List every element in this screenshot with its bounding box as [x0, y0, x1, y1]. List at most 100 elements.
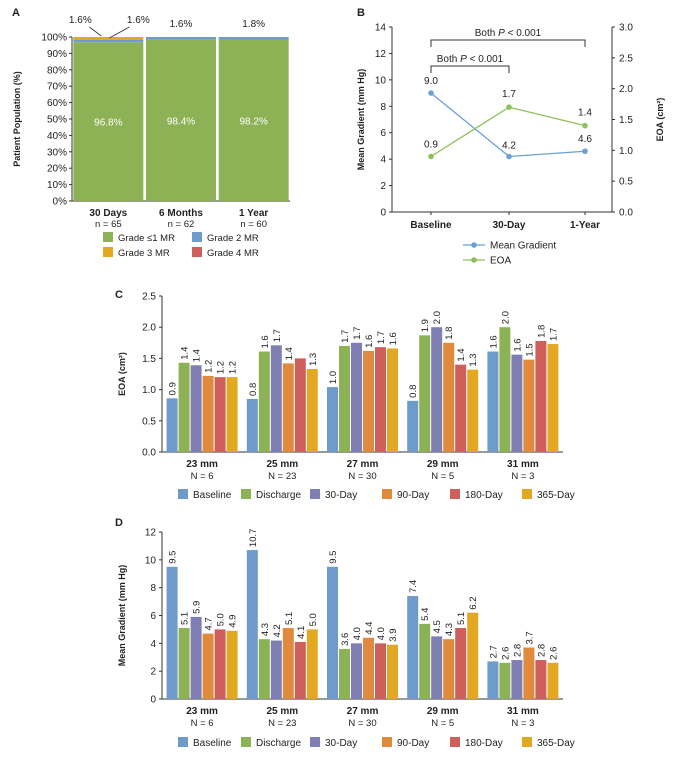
a-bar-grade-1-mr [218, 39, 289, 202]
b-category-label: 30-Day [493, 220, 526, 231]
a-y-tick-label: 0% [53, 197, 68, 208]
d-bar-180-day [214, 629, 226, 699]
d-y-tick-label: 8 [150, 583, 156, 594]
b-bracket-label: Both P < 0.001 [475, 28, 542, 39]
c-category-n-label: N = 30 [348, 471, 376, 482]
c-value-label: 1.4 [180, 347, 191, 360]
d-value-label: 5.9 [192, 601, 203, 614]
c-y-tick-label: 2.5 [142, 292, 156, 303]
c-value-label: 1.3 [308, 353, 319, 366]
d-category-n-label: N = 3 [511, 718, 534, 729]
b-right-tick-label: 1.5 [619, 115, 633, 126]
b-significance-bracket [430, 39, 586, 47]
c-legend-label: 180-Day [465, 490, 503, 501]
d-bar-30-day [351, 643, 362, 699]
d-legend-swatch [241, 737, 251, 747]
b-right-tick-label: 1.0 [619, 146, 633, 157]
d-y-tick-label: 6 [150, 611, 156, 622]
d-value-label: 7.4 [408, 580, 419, 593]
c-bar-30-day [511, 354, 523, 452]
d-value-label: 4.0 [376, 627, 387, 640]
d-bar-365-day [387, 644, 398, 699]
c-bar-30-day [431, 327, 443, 452]
b-point-eoa [428, 153, 434, 160]
a-category-label: 6 Months [159, 208, 203, 219]
b-left-tick-label: 10 [375, 75, 387, 86]
d-y-axis-label: Mean Gradient (mm Hg) [117, 565, 127, 667]
c-bar-discharge [419, 335, 431, 452]
b-right-tick-label: 3.0 [619, 23, 633, 34]
b-left-tick-label: 14 [375, 23, 387, 34]
c-bar-180-day [214, 377, 226, 452]
d-value-label: 2.6 [500, 647, 511, 660]
b-value-label: 1.7 [502, 89, 516, 100]
c-bar-discharge [178, 362, 190, 452]
c-legend-label: Discharge [256, 490, 301, 501]
a-y-tick-label: 60% [47, 98, 67, 109]
c-value-label: 1.7 [352, 327, 363, 340]
c-bar-90-day [363, 350, 374, 452]
b-right-tick-label: 0.5 [619, 177, 633, 188]
c-bar-baseline [246, 398, 258, 452]
a-top-value-label: 1.6% [170, 19, 193, 30]
d-value-label: 4.9 [228, 615, 239, 628]
b-bracket-label: Both P < 0.001 [437, 54, 504, 65]
d-bar-30-day [190, 616, 202, 699]
b-legend-marker [471, 242, 477, 248]
c-value-label: 1.6 [388, 332, 399, 345]
b-value-label: 1.4 [578, 108, 592, 119]
c-bar-90-day [523, 359, 535, 452]
a-top-value-label: 1.6% [69, 15, 92, 26]
d-value-label: 4.4 [364, 622, 375, 635]
b-bracket-label-suffix: < 0.001 [467, 54, 504, 65]
b-category-label: 1-Year [570, 220, 600, 231]
d-category-label: 31 mm [507, 706, 539, 717]
d-bar-180-day [294, 641, 306, 699]
c-category-label: 23 mm [186, 459, 218, 470]
b-point-mean-gradient [582, 148, 588, 155]
a-y-tick-label: 20% [47, 164, 67, 175]
d-bar-365-day [306, 629, 318, 699]
d-bar-discharge [178, 628, 190, 699]
c-category-label: 31 mm [507, 459, 539, 470]
d-y-tick-label: 0 [150, 695, 156, 706]
d-y-tick-label: 10 [145, 555, 157, 566]
c-value-label: 1.8 [444, 327, 455, 340]
b-bracket-label-suffix: < 0.001 [505, 28, 542, 39]
c-category-label: 27 mm [347, 459, 379, 470]
c-legend-label: Baseline [193, 490, 232, 501]
d-value-label: 10.7 [248, 529, 259, 548]
c-value-label: 2.0 [500, 311, 511, 324]
d-category-label: 25 mm [266, 706, 298, 717]
c-value-label: 1.2 [204, 360, 215, 373]
a-top-value-label: 1.6% [127, 15, 150, 26]
c-legend-swatch [382, 489, 392, 499]
c-value-label: 1.7 [340, 330, 351, 343]
d-legend-label: 30-Day [325, 738, 357, 749]
c-value-label: 1.4 [284, 347, 295, 360]
a-y-tick-label: 100% [41, 33, 67, 44]
a-legend-swatch [103, 247, 113, 257]
a-inner-value-label: 98.2% [239, 116, 267, 127]
d-bar-discharge [499, 662, 511, 699]
a-inner-value-label: 98.4% [167, 116, 195, 127]
a-bar-grade-2-mr [218, 37, 289, 40]
d-bar-discharge [339, 648, 350, 699]
a-category-label: 1 Year [239, 208, 268, 219]
b-legend-label: EOA [490, 256, 511, 267]
c-value-label: 1.7 [548, 328, 559, 341]
d-bar-baseline [246, 550, 258, 699]
c-value-label: 1.6 [260, 335, 271, 348]
d-bar-365-day [547, 662, 559, 699]
d-value-label: 4.5 [432, 620, 443, 633]
d-legend-label: 365-Day [537, 738, 575, 749]
d-bar-baseline [407, 596, 419, 699]
c-value-label: 0.9 [168, 382, 179, 395]
d-legend-label: Baseline [193, 738, 232, 749]
c-bar-180-day [375, 347, 386, 452]
a-category-n-label: n = 62 [168, 219, 195, 230]
b-value-label: 9.0 [424, 76, 438, 87]
b-significance-bracket [430, 65, 510, 73]
d-value-label: 4.3 [260, 623, 271, 636]
b-legend-marker [471, 257, 477, 263]
